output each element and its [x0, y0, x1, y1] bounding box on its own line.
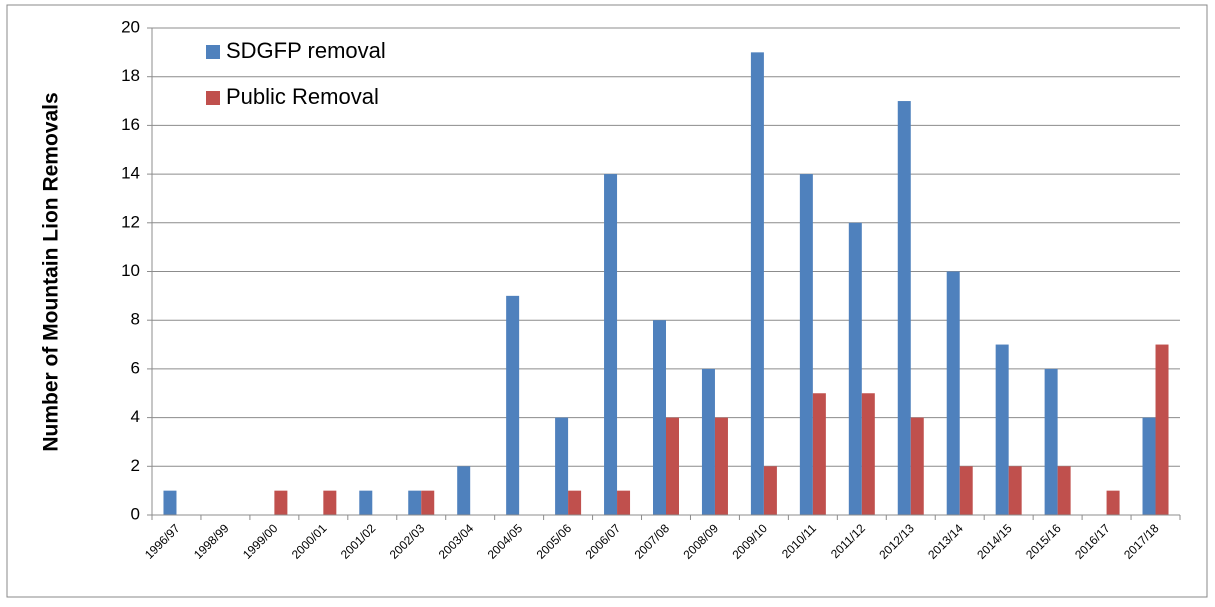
y-tick-label: 16 — [121, 115, 140, 134]
y-tick-label: 10 — [121, 261, 140, 280]
bar — [506, 295, 520, 515]
y-tick-label: 0 — [131, 504, 140, 523]
bar — [359, 490, 373, 515]
y-tick-label: 14 — [121, 164, 140, 183]
bar — [910, 417, 924, 515]
bar — [1057, 466, 1071, 515]
bar — [1044, 368, 1058, 515]
bar — [750, 52, 764, 515]
y-tick-label: 4 — [131, 407, 140, 426]
bar — [848, 222, 862, 516]
bar — [408, 490, 422, 515]
legend-swatch — [206, 45, 220, 59]
y-tick-label: 12 — [121, 212, 140, 231]
bar — [1155, 344, 1169, 515]
legend-label: SDGFP removal — [226, 38, 386, 63]
bar — [861, 393, 875, 515]
bar — [946, 271, 960, 515]
bar — [274, 490, 288, 515]
bar — [799, 174, 813, 515]
bar — [323, 490, 337, 515]
bar — [701, 368, 715, 515]
bar — [1142, 417, 1156, 515]
bar — [763, 466, 777, 515]
y-tick-label: 20 — [121, 17, 140, 36]
bar — [812, 393, 826, 515]
bar — [959, 466, 973, 515]
bar — [714, 417, 728, 515]
bar — [653, 320, 666, 515]
bar — [1106, 490, 1120, 515]
y-tick-label: 18 — [121, 66, 140, 85]
bar — [555, 417, 569, 515]
bar — [604, 174, 618, 515]
bar — [457, 466, 471, 515]
y-axis-title: Number of Mountain Lion Removals — [40, 92, 63, 451]
bar — [568, 490, 582, 515]
bar — [421, 490, 435, 515]
y-tick-label: 2 — [131, 456, 140, 475]
y-tick-label: 6 — [131, 358, 140, 377]
bar — [1008, 466, 1022, 515]
bar — [666, 417, 679, 515]
bar — [995, 344, 1009, 515]
y-tick-label: 8 — [131, 310, 140, 329]
legend-swatch — [206, 91, 220, 105]
bar — [163, 490, 177, 515]
bar — [897, 101, 911, 516]
legend-label: Public Removal — [226, 84, 379, 109]
bar — [617, 490, 631, 515]
